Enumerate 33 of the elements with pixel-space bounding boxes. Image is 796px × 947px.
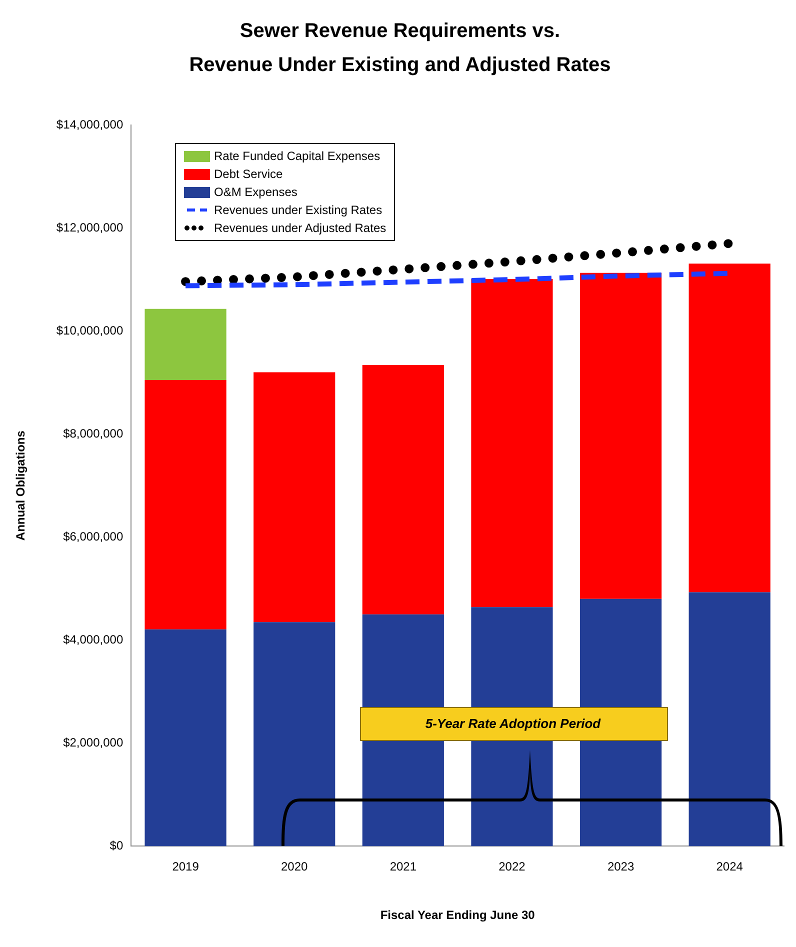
legend-label: Revenues under Adjusted Rates — [214, 221, 386, 235]
legend-label: O&M Expenses — [214, 185, 298, 199]
x-tick-label: 2024 — [716, 860, 744, 874]
bar — [254, 622, 336, 846]
x-tick-label: 2022 — [498, 860, 526, 874]
legend-label: Debt Service — [214, 167, 283, 181]
bar — [362, 365, 444, 614]
legend-label: Rate Funded Capital Expenses — [214, 149, 380, 163]
y-tick-label: $10,000,000 — [56, 323, 124, 338]
bar — [580, 272, 662, 599]
y-tick-label: $12,000,000 — [56, 220, 124, 234]
bar — [144, 380, 226, 630]
bar — [144, 629, 226, 846]
bar — [688, 592, 770, 846]
x-tick-label: 2021 — [390, 860, 417, 874]
bar — [254, 372, 336, 622]
chart-subtitle: Revenue Under Existing and Adjusted Rates — [188, 53, 612, 78]
chart-title: Sewer Revenue Requirements vs. — [238, 19, 562, 44]
x-tick-label: 2023 — [607, 860, 634, 874]
y-tick-label: $4,000,000 — [63, 632, 124, 646]
y-tick-label: $2,000,000 — [63, 735, 124, 750]
y-tick-label: $14,000,000 — [56, 117, 124, 132]
x-tick-label: 2019 — [172, 860, 200, 874]
bar — [471, 279, 553, 608]
y-tick-label: $6,000,000 — [63, 529, 124, 544]
y-tick-label: $8,000,000 — [63, 426, 124, 440]
y-axis-title: Annual Obligations — [14, 430, 28, 541]
bar — [144, 308, 226, 380]
legend-label: Revenues under Existing Rates — [214, 203, 382, 217]
x-tick-label: 2020 — [281, 860, 308, 874]
y-tick-label: $0 — [110, 838, 124, 853]
x-axis-title: Fiscal Year Ending June 30 — [380, 908, 536, 922]
bar — [688, 264, 770, 592]
